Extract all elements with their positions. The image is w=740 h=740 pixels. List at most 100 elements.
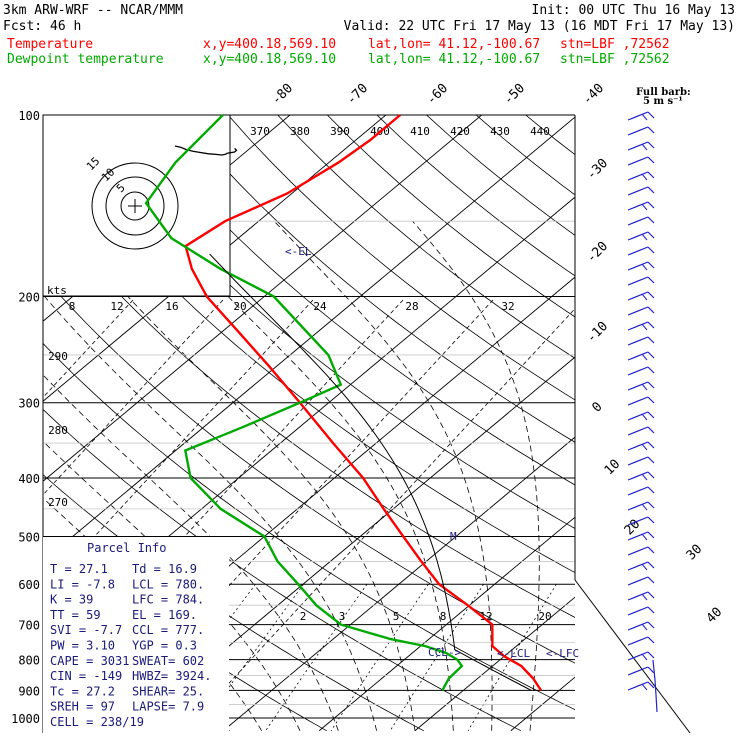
wind-barb-staff <box>627 486 649 496</box>
isotherm--60 <box>43 115 387 402</box>
wind-barb-staff <box>627 111 649 121</box>
parcel-row-right-0: Td = 16.9 <box>132 562 197 576</box>
isotherm--10 <box>127 356 575 732</box>
pressure-label-600: 600 <box>18 578 40 592</box>
wind-barb-flag <box>647 246 655 254</box>
wind-barb-staff <box>627 681 649 691</box>
full-barb-label: Full barb: <box>636 87 691 98</box>
init-time: Init: 00 UTC Thu 16 May 13 <box>532 3 736 18</box>
dewpoint-latlon: lat,lon= 41.12,-100.67 <box>368 52 540 67</box>
theta-e-line-2 <box>43 299 224 496</box>
lcl-marker: <-LCL <box>497 647 530 660</box>
valid-time: Valid: 22 UTC Fri 17 May 13 (16 MDT Fri … <box>344 19 735 34</box>
wind-barb-flag <box>647 546 655 554</box>
wind-barb-staff <box>627 666 649 676</box>
parcel-title: Parcel Info <box>87 541 166 555</box>
wind-barb-staff <box>627 561 649 571</box>
theta-label-390: 390 <box>330 125 350 138</box>
mixing-ratio-20 <box>467 583 557 731</box>
wind-barb-staff <box>627 471 649 481</box>
isotherm-label--80: -80 <box>269 81 296 108</box>
wind-barb-staff <box>627 396 649 406</box>
pressure-label-900: 900 <box>18 684 40 698</box>
surface-wind-trace <box>652 659 658 713</box>
wind-barb-half <box>641 413 648 421</box>
dry-adiabat-410 <box>376 115 575 277</box>
pressure-label-100: 100 <box>18 109 40 123</box>
forecast-label: Fcst: <box>3 19 42 34</box>
wind-barb-staff <box>627 381 649 391</box>
parcel-row-left-5: PW = 3.10 <box>50 639 115 653</box>
temperature-xy: x,y=400.18,569.10 <box>203 37 336 52</box>
wind-barb-flag <box>647 231 655 239</box>
wind-barb-staff <box>627 336 649 346</box>
wind-barb-staff <box>627 231 649 241</box>
parcel-row-left-1: LI = -7.8 <box>50 577 115 591</box>
wind-barb-half <box>641 503 648 511</box>
wind-barb-flag <box>647 381 655 389</box>
theta-label-380: 380 <box>290 125 310 138</box>
wind-barb-staff <box>627 276 649 286</box>
wind-barb-half <box>641 173 648 181</box>
theta-e-label-280: 280 <box>48 424 68 437</box>
wind-barb-flag <box>647 351 655 359</box>
isotherm-label--10: -10 <box>584 319 611 346</box>
theta-label-410: 410 <box>410 125 430 138</box>
temperature-legend: Temperature <box>7 37 93 52</box>
wind-barb-staff <box>627 141 649 151</box>
mixing-ratio-8 <box>330 583 429 732</box>
theta-e-line-0 <box>43 300 44 301</box>
theta-e-line-3 <box>43 299 314 593</box>
wind-barb-half <box>641 293 648 301</box>
wind-barb-flag <box>647 156 655 164</box>
wind-barb-staff <box>627 171 649 181</box>
dry-adiabat-340 <box>43 134 575 574</box>
pressure-label-400: 400 <box>18 472 40 486</box>
parcel-row-right-7: HWBZ= 3924. <box>132 669 211 683</box>
parcel-row-right-4: CCL = 777. <box>132 623 204 637</box>
isotherm-label--30: -30 <box>584 156 611 183</box>
isotherm-label-10: 10 <box>602 457 624 479</box>
wind-barb-staff <box>627 426 649 436</box>
parcel-row-right-2: LFC = 784. <box>132 593 204 607</box>
wind-barb-flag <box>647 306 655 314</box>
temperature-station: stn=LBF ,72562 <box>560 37 670 52</box>
forecast-hour: 46 h <box>50 19 81 34</box>
dry-adiabat-330 <box>43 206 575 618</box>
parcel-row-left-2: K = 39 <box>50 593 93 607</box>
isotherm-0 <box>223 436 575 732</box>
hodograph-units: kts <box>47 284 67 297</box>
wind-barb-half <box>641 263 648 271</box>
wind-barb-flag <box>647 531 655 539</box>
mixing-ratio-low-label-2: 2 <box>300 610 307 623</box>
parcel-row-left-0: T = 27.1 <box>50 562 108 576</box>
mixing-ratio-label-28: 28 <box>405 300 418 313</box>
dry-adiabat-320 <box>43 275 575 664</box>
wind-barb-half <box>641 203 648 211</box>
wind-barb-staff <box>627 186 649 196</box>
wind-barb-staff <box>627 501 649 511</box>
pressure-label-1000: 1000 <box>11 712 40 726</box>
wind-barb-flag <box>647 486 655 494</box>
theta-label-430: 430 <box>490 125 510 138</box>
wind-barb-flag <box>647 111 655 119</box>
dewpoint-station: stn=LBF ,72562 <box>560 52 670 67</box>
parcel-row-right-6: SWEAT= 602 <box>132 654 204 668</box>
isotherm-label--70: -70 <box>344 81 371 108</box>
wind-barb-staff <box>627 591 649 601</box>
wind-barb-staff <box>627 456 649 466</box>
parcel-row-left-8: Tc = 27.2 <box>50 684 115 698</box>
isotherm-40 <box>607 115 740 731</box>
wind-barb-half <box>641 473 648 481</box>
mixing-ratio-label-12: 12 <box>110 300 123 313</box>
wind-barb-staff <box>627 546 649 556</box>
dewpoint-legend: Dewpoint temperature <box>7 52 164 67</box>
wind-barb-flag <box>647 126 655 134</box>
dry-adiabat-430 <box>475 115 575 196</box>
isotherm-10 <box>318 516 575 732</box>
dry-adiabat-390 <box>277 115 575 359</box>
wind-barb-flag <box>647 681 655 689</box>
wind-barb-flag <box>647 411 655 419</box>
theta-e-line-1 <box>43 299 134 399</box>
wind-barb-half <box>641 383 648 391</box>
